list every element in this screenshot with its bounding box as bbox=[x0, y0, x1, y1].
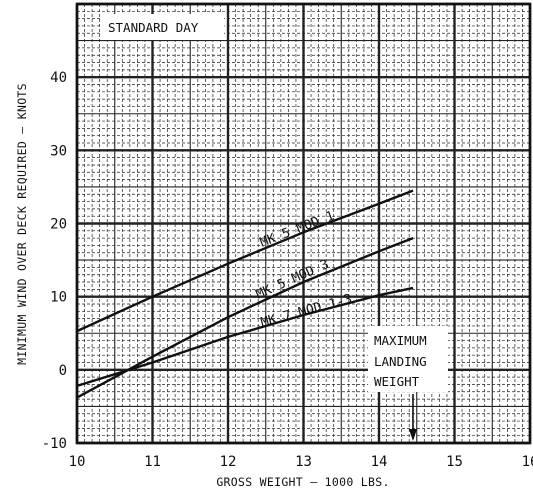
x-axis-title: GROSS WEIGHT – 1000 LBS. bbox=[216, 475, 389, 489]
y-tick-label: 20 bbox=[50, 217, 67, 233]
y-axis-title: MINIMUM WIND OVER DECK REQUIRED – KNOTS bbox=[15, 83, 29, 365]
series-label-0: MK 5 MOD 1 bbox=[258, 209, 336, 251]
x-tick-label: 13 bbox=[295, 454, 312, 470]
max-landing-arrow-head bbox=[408, 429, 417, 441]
x-tick-label: 10 bbox=[69, 454, 86, 470]
x-tick-label: 12 bbox=[220, 454, 237, 470]
standard-day-label-bg bbox=[102, 14, 224, 40]
y-tick-label: -10 bbox=[42, 436, 67, 452]
y-tick-label: 0 bbox=[59, 363, 67, 379]
series-line-2 bbox=[76, 286, 414, 388]
annotation-maximum: MAXIMUM bbox=[374, 333, 427, 348]
annotation-landing: LANDING bbox=[374, 354, 427, 369]
y-tick-label: 40 bbox=[50, 70, 67, 86]
x-tick-label: 11 bbox=[144, 454, 161, 470]
x-tick-label: 15 bbox=[446, 454, 463, 470]
annotation-standard-day: STANDARD DAY bbox=[108, 20, 199, 35]
x-tick-label: 16 bbox=[522, 454, 533, 470]
x-tick-label: 14 bbox=[371, 454, 388, 470]
annotation-weight: WEIGHT bbox=[374, 374, 420, 389]
y-tick-label: 30 bbox=[50, 143, 67, 159]
max-landing-label-bg bbox=[368, 326, 448, 392]
series-line-1 bbox=[76, 236, 414, 399]
series-line-0 bbox=[76, 189, 414, 333]
plot-frame bbox=[75, 2, 532, 445]
y-tick-label: 10 bbox=[50, 290, 67, 306]
series-lines bbox=[76, 189, 417, 441]
